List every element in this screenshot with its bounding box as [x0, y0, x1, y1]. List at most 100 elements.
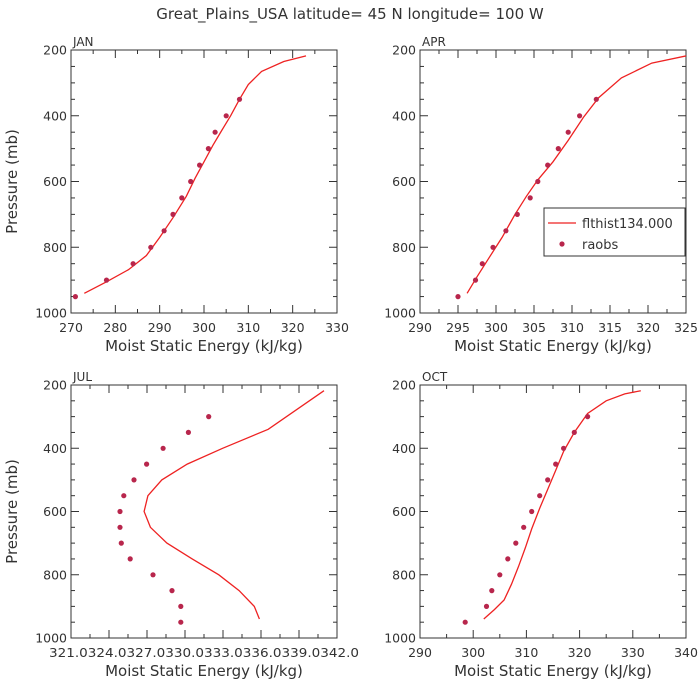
- legend-box: [543, 207, 686, 257]
- legend: flthist134.000 raobs: [543, 207, 686, 257]
- raobs-point: [505, 556, 511, 562]
- raobs-point: [483, 603, 490, 610]
- panel-title: JAN: [72, 35, 94, 49]
- raobs-point: [553, 461, 559, 467]
- x-tick-label: 270: [59, 320, 83, 335]
- x-tick-label: 300: [484, 320, 508, 335]
- raobs-point: [503, 228, 509, 234]
- raobs-point: [490, 244, 496, 250]
- raobs-point: [489, 588, 495, 594]
- panel-jul: JUL 200 400 600 800 1000321.0324.0327.0330.03…: [3, 370, 359, 680]
- raobs-point: [161, 228, 167, 234]
- y-tick-label: 200: [392, 378, 416, 393]
- raobs-point: [537, 493, 543, 499]
- x-tick-labels: 321.0324.0327.0330.0333.0336.0339.0342.0: [49, 645, 359, 660]
- raobs-point: [514, 211, 520, 217]
- x-tick-label: 340: [674, 645, 698, 660]
- x-tick-label: 280: [103, 320, 127, 335]
- x-tick-label: 310: [514, 645, 538, 660]
- y-tick-label: 400: [43, 108, 67, 123]
- raobs-point: [585, 414, 591, 420]
- raobs-point: [117, 508, 123, 515]
- x-axis-label: Moist Static Energy (kJ/kg): [105, 662, 303, 680]
- raobs-point: [545, 162, 551, 168]
- raobs-point: [206, 414, 212, 420]
- x-tick-label: 290: [148, 320, 172, 335]
- y-tick-label: 1000: [35, 306, 67, 321]
- raobs-point: [197, 162, 203, 168]
- model-profile-line: [483, 390, 641, 620]
- x-axis-label: Moist Static Energy (kJ/kg): [454, 662, 652, 680]
- raobs-point: [72, 294, 78, 300]
- y-tick-label: 600: [43, 174, 67, 189]
- raobs-point: [513, 540, 519, 546]
- y-tick-label: 400: [392, 441, 416, 456]
- y-tick-label: 1000: [35, 631, 67, 646]
- y-tick-label: 200: [43, 378, 67, 393]
- raobs-point: [127, 556, 133, 562]
- raobs-point: [497, 572, 503, 578]
- y-tick-label: 200: [43, 43, 67, 58]
- y-tick-label: 400: [43, 441, 67, 456]
- raobs-point: [205, 146, 211, 152]
- legend-label-model: flthist134.000: [582, 217, 673, 232]
- x-tick-label: 310: [236, 320, 260, 335]
- x-tick-label: 330: [621, 645, 645, 660]
- raobs-point: [188, 178, 194, 185]
- raobs-point: [236, 96, 243, 102]
- raobs-point: [529, 508, 535, 515]
- x-tick-label: 320: [568, 645, 592, 660]
- raobs-point: [169, 588, 175, 594]
- panel-title: JUL: [72, 370, 92, 384]
- raobs-point: [118, 540, 124, 546]
- raobs-point: [472, 277, 479, 283]
- plot-frame: [419, 49, 687, 314]
- y-tick-label: 800: [392, 567, 416, 582]
- legend-label-obs: raobs: [582, 238, 619, 253]
- raobs-point: [160, 445, 166, 451]
- x-axis-label: Moist Static Energy (kJ/kg): [454, 337, 652, 355]
- raobs-point: [178, 603, 184, 610]
- raobs-point: [185, 429, 191, 435]
- x-tick-label: 295: [446, 320, 470, 335]
- y-tick-label: 600: [392, 504, 416, 519]
- raobs-point: [462, 619, 468, 625]
- raobs-point: [521, 524, 527, 530]
- panel-title: OCT: [422, 370, 448, 384]
- raobs-point: [555, 146, 561, 152]
- raobs-point: [561, 445, 567, 451]
- raobs-point: [545, 477, 551, 483]
- raobs-point: [131, 477, 137, 483]
- raobs-point: [479, 261, 485, 267]
- raobs-point: [577, 113, 583, 119]
- raobs-point: [130, 261, 136, 267]
- y-tick-label: 200: [392, 43, 416, 58]
- x-tick-label: 305: [522, 320, 546, 335]
- raobs-point: [455, 294, 461, 300]
- raobs-point: [223, 113, 229, 119]
- x-axis-label: Moist Static Energy (kJ/kg): [105, 337, 303, 355]
- legend-marker-swatch: [559, 241, 565, 247]
- y-tick-label: 800: [43, 567, 67, 582]
- raobs-point: [103, 277, 110, 283]
- raobs-point: [170, 211, 176, 217]
- x-tick-label: 325: [674, 320, 698, 335]
- y-tick-label: 400: [392, 108, 416, 123]
- raobs-point: [571, 429, 577, 435]
- raobs-point: [178, 619, 184, 625]
- y-tick-label: 600: [392, 174, 416, 189]
- x-tick-label: 330: [325, 320, 349, 335]
- plot-frame: [70, 384, 338, 639]
- y-tick-label: 600: [43, 504, 67, 519]
- x-tick-label: 310: [560, 320, 584, 335]
- figure-title: Great_Plains_USA latitude= 45 N longitud…: [156, 5, 544, 24]
- x-tick-label: 290: [408, 645, 432, 660]
- x-tick-label: 300: [192, 320, 216, 335]
- plot-frame: [70, 49, 338, 314]
- raobs-point: [593, 96, 599, 102]
- raobs-point: [565, 129, 571, 135]
- model-profile-line: [143, 390, 325, 620]
